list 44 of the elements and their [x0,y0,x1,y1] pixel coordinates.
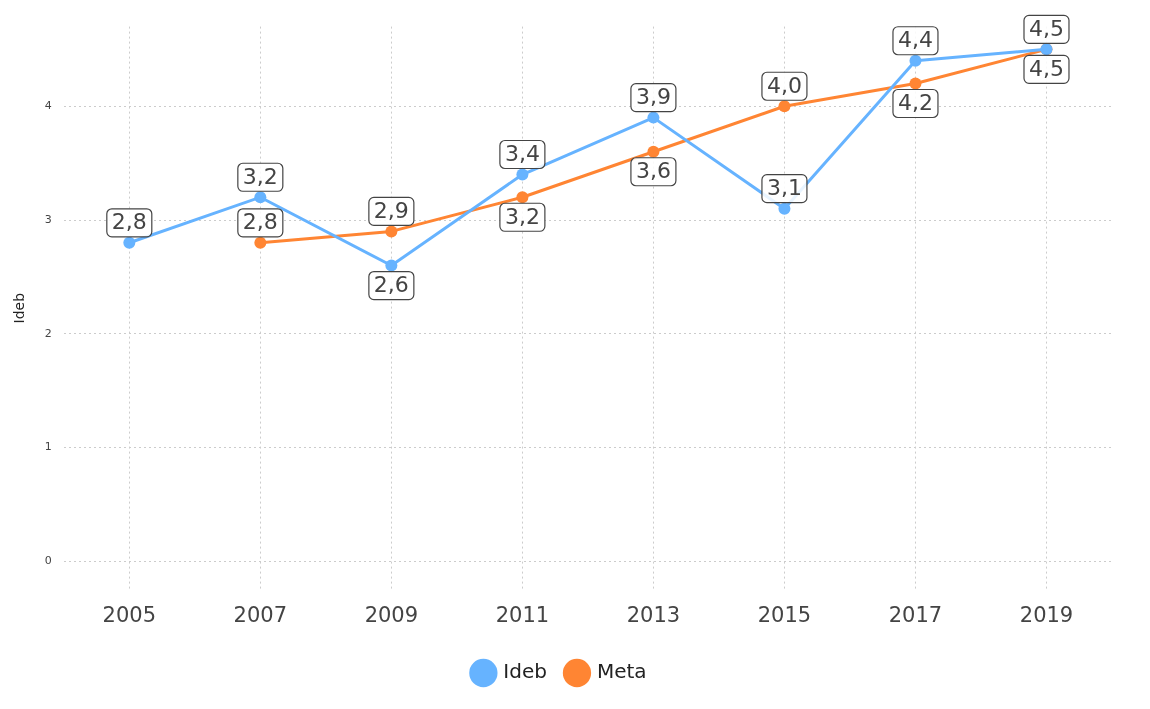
x-tick-label: 2015 [757,602,812,627]
data-label: 2,8 [242,209,278,235]
point [254,191,267,204]
legend-label: Ideb [503,659,547,684]
y-tick-label: 4 [44,99,52,113]
x-tick-label: 2013 [626,602,681,627]
data-label: 3,2 [242,163,278,189]
data-label: 2,9 [373,198,409,224]
point [385,259,398,272]
point [516,168,529,181]
y-tick-label: 1 [44,440,52,454]
x-tick-label: 2017 [888,602,943,627]
point [254,236,267,249]
point [385,225,398,238]
point [909,54,922,67]
data-label: 3,4 [504,141,540,167]
x-tick-label: 2005 [102,602,157,627]
data-label: 4,2 [897,90,933,116]
x-tick-label: 2009 [364,602,419,627]
y-tick-label: 0 [44,554,52,568]
point [647,111,660,124]
x-tick-label: 2011 [495,602,550,627]
point [516,191,529,204]
point [123,236,136,249]
data-label: 3,1 [766,175,802,201]
x-tick-label: 2007 [233,602,288,627]
legend-label: Meta [596,659,647,684]
data-label: 4,4 [897,27,933,53]
data-label: 4,0 [766,72,802,98]
data-label: 4,5 [1028,56,1064,82]
y-tick-label: 2 [44,326,52,340]
data-label: 2,6 [373,272,409,298]
data-label: 4,5 [1028,16,1064,42]
point [778,100,791,113]
y-tick-label: 3 [44,212,52,226]
data-label: 3,6 [635,158,671,184]
point [909,77,922,90]
x-tick-label: 2019 [1019,602,1074,627]
y-axis-title: Ideb [11,292,28,324]
point [647,145,660,158]
data-label: 2,8 [111,209,147,235]
data-label: 3,2 [504,203,540,229]
point [778,202,791,215]
data-label: 3,9 [635,84,671,110]
